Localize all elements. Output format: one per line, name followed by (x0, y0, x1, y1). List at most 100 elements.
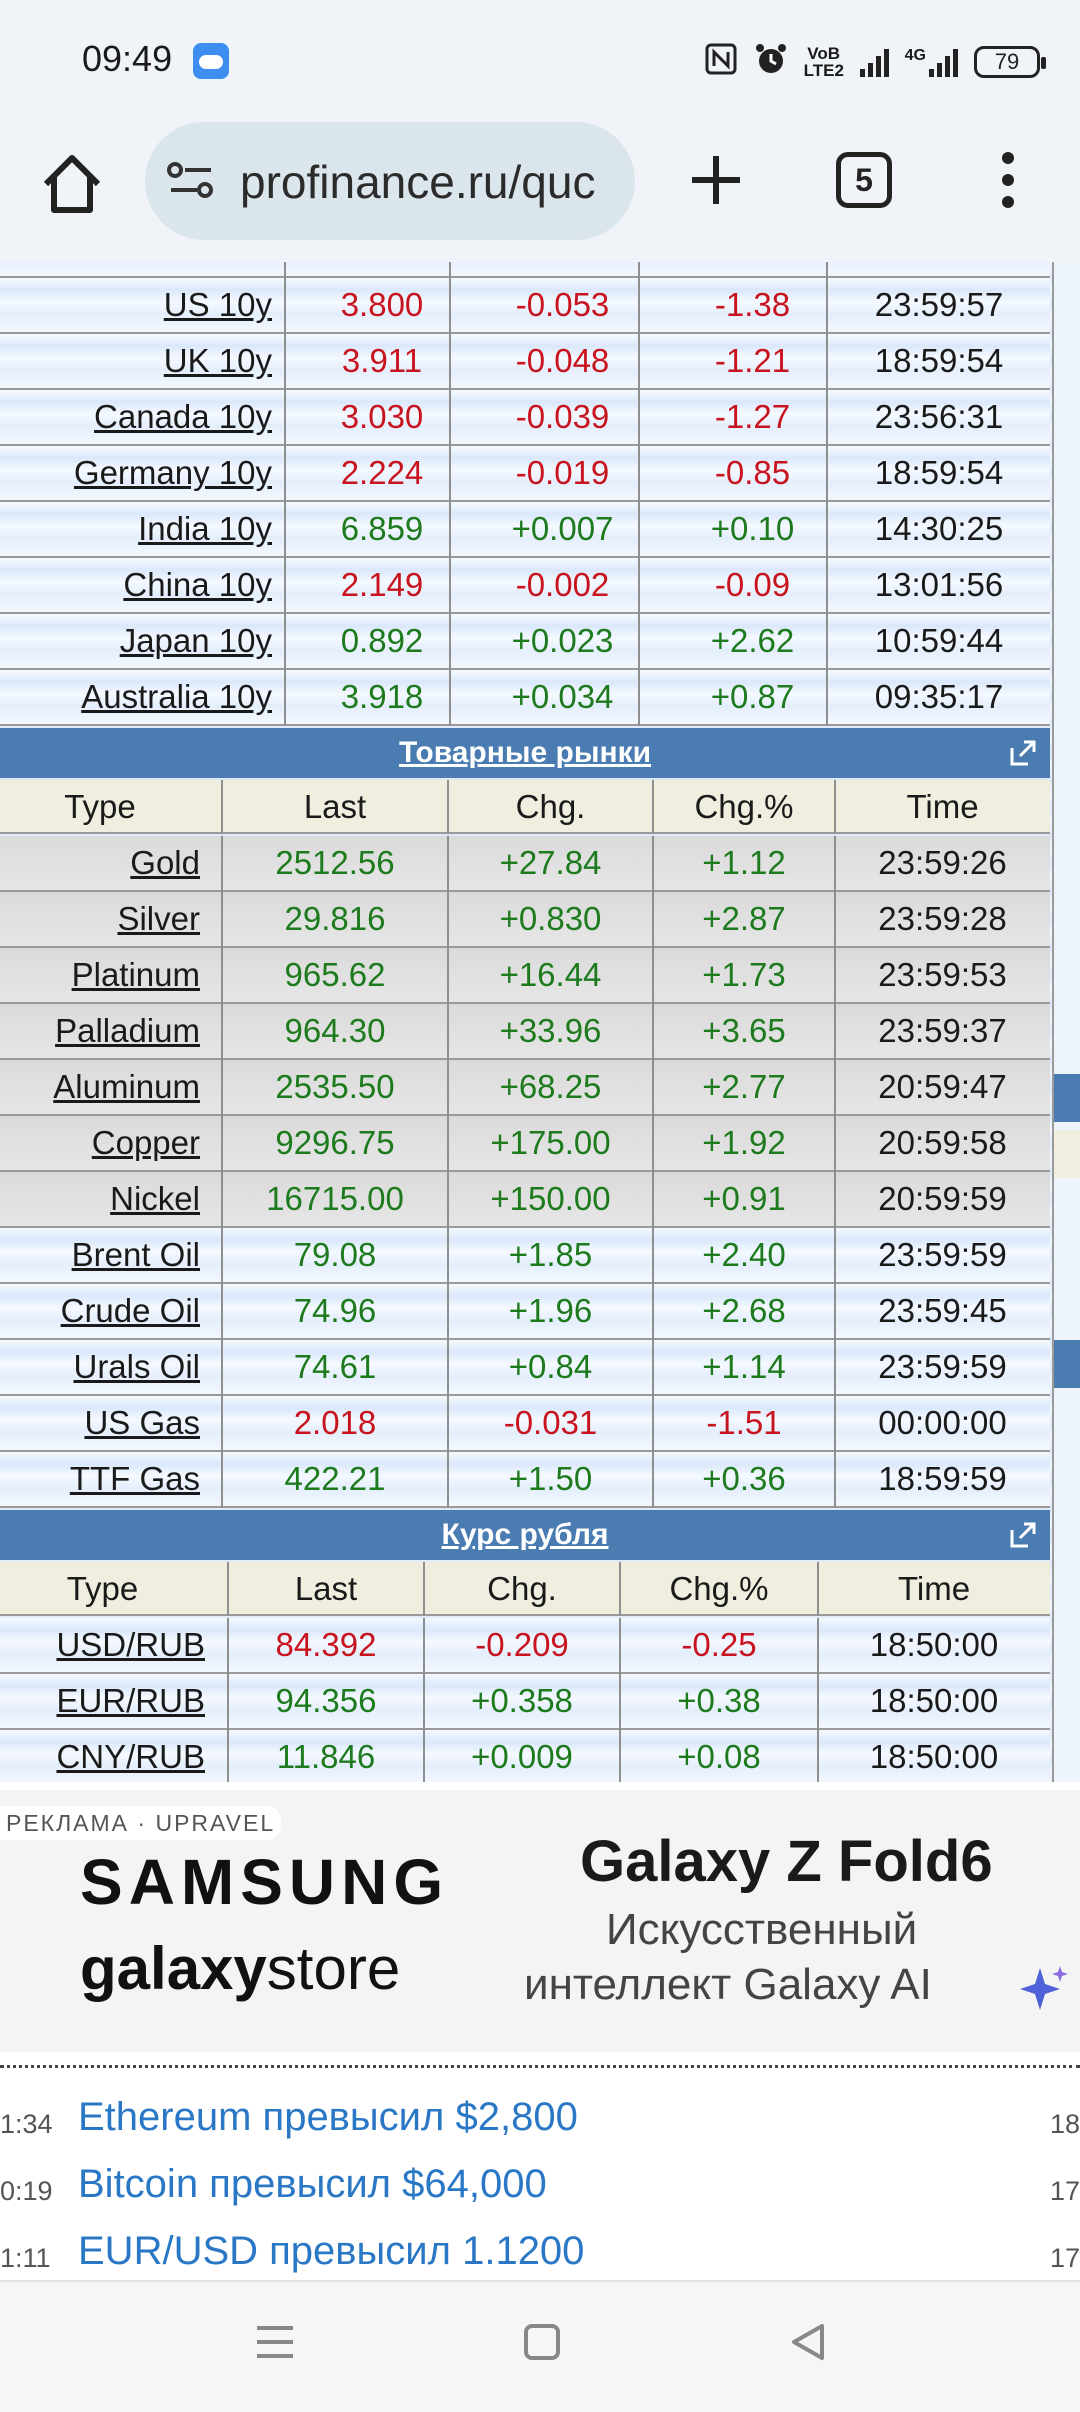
section-title[interactable]: Курс рубля (441, 1518, 609, 1551)
cell-time: 18:59:54 (874, 454, 1004, 491)
url-text[interactable]: profinance.ru/quc (240, 156, 596, 208)
column-divider (652, 892, 654, 948)
cell-last: 0.892 (340, 622, 424, 659)
cell-time: 18:59:59 (878, 1460, 1007, 1497)
cell-time: 23:59:53 (878, 956, 1007, 993)
recents-button[interactable] (255, 2322, 295, 2362)
column-divider (834, 1396, 836, 1452)
instrument-link[interactable]: TTF Gas (69, 1460, 200, 1497)
cell-chg: +0.023 (511, 622, 614, 659)
cell-chg: +27.84 (499, 844, 602, 881)
cell-pct: +0.91 (702, 1180, 786, 1217)
cell-time: 13:01:56 (874, 566, 1004, 603)
table-row: Palladium 964.30 +33.96 +3.65 23:59:37 (0, 1004, 1050, 1060)
news-link[interactable]: EUR/USD превысил 1.1200 (78, 2229, 585, 2273)
column-divider (227, 1618, 229, 1674)
instrument-link[interactable]: Urals Oil (73, 1348, 200, 1385)
tab-switcher-button[interactable]: 5 (836, 152, 892, 208)
instrument-link[interactable]: Palladium (55, 1012, 200, 1049)
cell-chg: +150.00 (490, 1180, 611, 1217)
cell-last: 9296.75 (275, 1124, 395, 1161)
table-row: Urals Oil 74.61 +0.84 +1.14 23:59:59 (0, 1340, 1050, 1396)
cell-last: 964.30 (284, 1012, 386, 1049)
menu-button[interactable] (996, 148, 1020, 212)
cell-chg: +0.84 (508, 1348, 593, 1385)
instrument-link[interactable]: US 10y (163, 286, 272, 323)
back-triangle-icon (792, 2324, 824, 2360)
column-divider (221, 1452, 223, 1508)
cell-pct: -1.21 (714, 342, 791, 379)
cell-chg: +175.00 (490, 1124, 611, 1161)
news-link[interactable]: Bitcoin превысил $64,000 (78, 2162, 547, 2206)
galaxy-store-rest: store (266, 1935, 401, 2002)
section-header[interactable]: Курс рубля (0, 1510, 1050, 1560)
instrument-link[interactable]: Silver (117, 900, 200, 937)
section-header[interactable]: Товарные рынки (0, 728, 1050, 778)
column-divider (221, 1172, 223, 1228)
column-header-row: Type Last Chg. Chg.% Time (0, 1562, 1050, 1616)
column-header: Time (906, 788, 979, 825)
cell-last: 2535.50 (275, 1068, 395, 1105)
instrument-link[interactable]: India 10y (138, 510, 272, 547)
instrument-link[interactable]: Brent Oil (71, 1236, 200, 1273)
column-divider (817, 1730, 819, 1782)
instrument-link[interactable]: UK 10y (163, 342, 272, 379)
column-divider (834, 1116, 836, 1172)
instrument-link[interactable]: Aluminum (53, 1068, 200, 1105)
table-row: China 10y 2.149 -0.002 -0.09 13:01:56 (0, 558, 1050, 614)
cell-time: 10:59:44 (874, 622, 1004, 659)
expand-icon[interactable] (1008, 738, 1038, 768)
column-divider (447, 948, 449, 1004)
cell-pct: +0.38 (677, 1682, 761, 1719)
instrument-link[interactable]: Platinum (71, 956, 200, 993)
column-divider (817, 1562, 819, 1616)
column-divider (447, 780, 449, 834)
cell-time: 23:59:59 (878, 1236, 1007, 1273)
instrument-link[interactable]: Japan 10y (119, 622, 272, 659)
nfc-icon (704, 42, 738, 83)
home-nav-button[interactable] (522, 2322, 562, 2362)
instrument-link[interactable]: Germany 10y (73, 454, 272, 491)
home-icon (43, 155, 101, 213)
instrument-link[interactable]: Nickel (110, 1180, 200, 1217)
column-divider (652, 1452, 654, 1508)
column-divider (449, 558, 451, 614)
column-divider (817, 1674, 819, 1730)
samsung-logo: SAMSUNG (80, 1846, 450, 1918)
new-tab-button[interactable] (684, 148, 748, 212)
instrument-link[interactable]: Crude Oil (60, 1292, 200, 1329)
instrument-link[interactable]: Gold (130, 844, 200, 881)
news-link[interactable]: Ethereum превысил $2,800 (78, 2095, 578, 2139)
column-header: Chg.% (694, 788, 794, 825)
instrument-link[interactable]: US Gas (84, 1404, 200, 1441)
column-divider (834, 1228, 836, 1284)
cell-chg: +16.44 (499, 956, 602, 993)
home-button[interactable] (36, 148, 108, 220)
column-divider (447, 1060, 449, 1116)
column-divider (619, 1674, 621, 1730)
column-divider (447, 1396, 449, 1452)
site-settings-icon[interactable] (165, 160, 217, 200)
expand-icon[interactable] (1008, 1520, 1038, 1550)
address-bar[interactable] (145, 122, 635, 240)
table-row: Brent Oil 79.08 +1.85 +2.40 23:59:59 (0, 1228, 1050, 1284)
instrument-link[interactable]: CNY/RUB (56, 1738, 205, 1775)
instrument-link[interactable]: China 10y (123, 566, 272, 603)
instrument-link[interactable]: USD/RUB (56, 1626, 205, 1663)
cell-last: 3.800 (340, 286, 424, 323)
news-date: 17 (1049, 2243, 1080, 2273)
column-divider (221, 892, 223, 948)
sparkle-icon (1018, 1962, 1072, 2016)
section-title[interactable]: Товарные рынки (398, 736, 652, 769)
instrument-link[interactable]: Australia 10y (81, 678, 272, 715)
column-divider (826, 614, 828, 670)
instrument-link[interactable]: EUR/RUB (56, 1682, 205, 1719)
cell-pct: +2.68 (702, 1292, 786, 1329)
instrument-link[interactable]: Copper (91, 1124, 200, 1161)
cell-chg: +0.007 (511, 510, 614, 547)
column-divider (652, 1340, 654, 1396)
more-vert-icon (1002, 152, 1014, 208)
cell-last: 29.816 (284, 900, 386, 937)
back-button[interactable] (788, 2322, 828, 2362)
instrument-link[interactable]: Canada 10y (94, 398, 272, 435)
